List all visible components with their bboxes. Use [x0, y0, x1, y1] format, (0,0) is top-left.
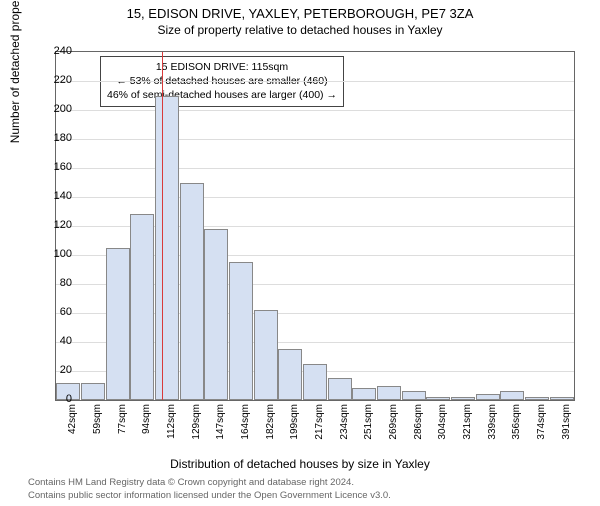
x-tick-label: 374sqm	[536, 404, 547, 448]
x-tick-label: 251sqm	[363, 404, 374, 448]
histogram-bar	[352, 388, 376, 400]
callout-line: 15 EDISON DRIVE: 115sqm	[107, 60, 337, 74]
y-tick-label: 180	[42, 132, 72, 144]
x-tick-label: 391sqm	[561, 404, 572, 448]
x-tick-label: 286sqm	[413, 404, 424, 448]
y-tick-label: 200	[42, 103, 72, 115]
histogram-bar	[278, 349, 302, 400]
gridline	[56, 81, 574, 82]
y-tick-label: 240	[42, 45, 72, 57]
callout-line: 46% of semi-detached houses are larger (…	[107, 88, 337, 102]
histogram-bar	[254, 310, 278, 400]
y-tick-label: 220	[42, 74, 72, 86]
y-tick-label: 80	[42, 277, 72, 289]
x-tick-label: 164sqm	[240, 404, 251, 448]
chart-plot-area: 15 EDISON DRIVE: 115sqm ← 53% of detache…	[55, 51, 575, 401]
x-tick-label: 321sqm	[462, 404, 473, 448]
histogram-bar	[155, 96, 179, 401]
x-tick-label: 42sqm	[67, 404, 78, 448]
x-tick-label: 77sqm	[117, 404, 128, 448]
x-tick-label: 112sqm	[166, 404, 177, 448]
histogram-bar	[204, 229, 228, 400]
gridline	[56, 197, 574, 198]
y-tick-label: 120	[42, 219, 72, 231]
x-tick-label: 59sqm	[92, 404, 103, 448]
histogram-bar	[500, 391, 524, 400]
x-tick-label: 234sqm	[339, 404, 350, 448]
chart-subtitle: Size of property relative to detached ho…	[0, 23, 600, 37]
histogram-bar	[328, 378, 352, 400]
y-tick-label: 100	[42, 248, 72, 260]
attribution-text: Contains HM Land Registry data © Crown c…	[28, 477, 391, 502]
x-tick-label: 129sqm	[191, 404, 202, 448]
x-tick-label: 94sqm	[141, 404, 152, 448]
histogram-bar	[402, 391, 426, 400]
y-tick-label: 160	[42, 161, 72, 173]
x-axis-label: Distribution of detached houses by size …	[0, 457, 600, 471]
y-axis-label: Number of detached properties	[8, 0, 22, 143]
histogram-bar	[426, 397, 450, 400]
x-tick-label: 217sqm	[314, 404, 325, 448]
histogram-bar	[130, 214, 154, 400]
y-tick-label: 140	[42, 190, 72, 202]
histogram-bar	[550, 397, 574, 400]
chart-title: 15, EDISON DRIVE, YAXLEY, PETERBOROUGH, …	[0, 6, 600, 21]
y-tick-label: 20	[42, 364, 72, 376]
histogram-bar	[106, 248, 130, 400]
x-tick-label: 199sqm	[289, 404, 300, 448]
histogram-bar	[81, 383, 105, 400]
y-tick-label: 40	[42, 335, 72, 347]
histogram-bar	[451, 397, 475, 400]
histogram-bar	[180, 183, 204, 401]
histogram-bar	[476, 394, 500, 400]
x-tick-label: 339sqm	[487, 404, 498, 448]
x-tick-label: 182sqm	[265, 404, 276, 448]
attribution-line: Contains public sector information licen…	[28, 490, 391, 502]
reference-marker-line	[162, 52, 163, 400]
gridline	[56, 168, 574, 169]
x-tick-label: 356sqm	[511, 404, 522, 448]
histogram-bar	[377, 386, 401, 401]
y-tick-label: 60	[42, 306, 72, 318]
histogram-bar	[229, 262, 253, 400]
x-tick-label: 304sqm	[437, 404, 448, 448]
gridline	[56, 110, 574, 111]
x-tick-label: 269sqm	[388, 404, 399, 448]
histogram-bar	[303, 364, 327, 400]
gridline	[56, 139, 574, 140]
x-tick-label: 147sqm	[215, 404, 226, 448]
histogram-bar	[525, 397, 549, 400]
attribution-line: Contains HM Land Registry data © Crown c…	[28, 477, 391, 489]
